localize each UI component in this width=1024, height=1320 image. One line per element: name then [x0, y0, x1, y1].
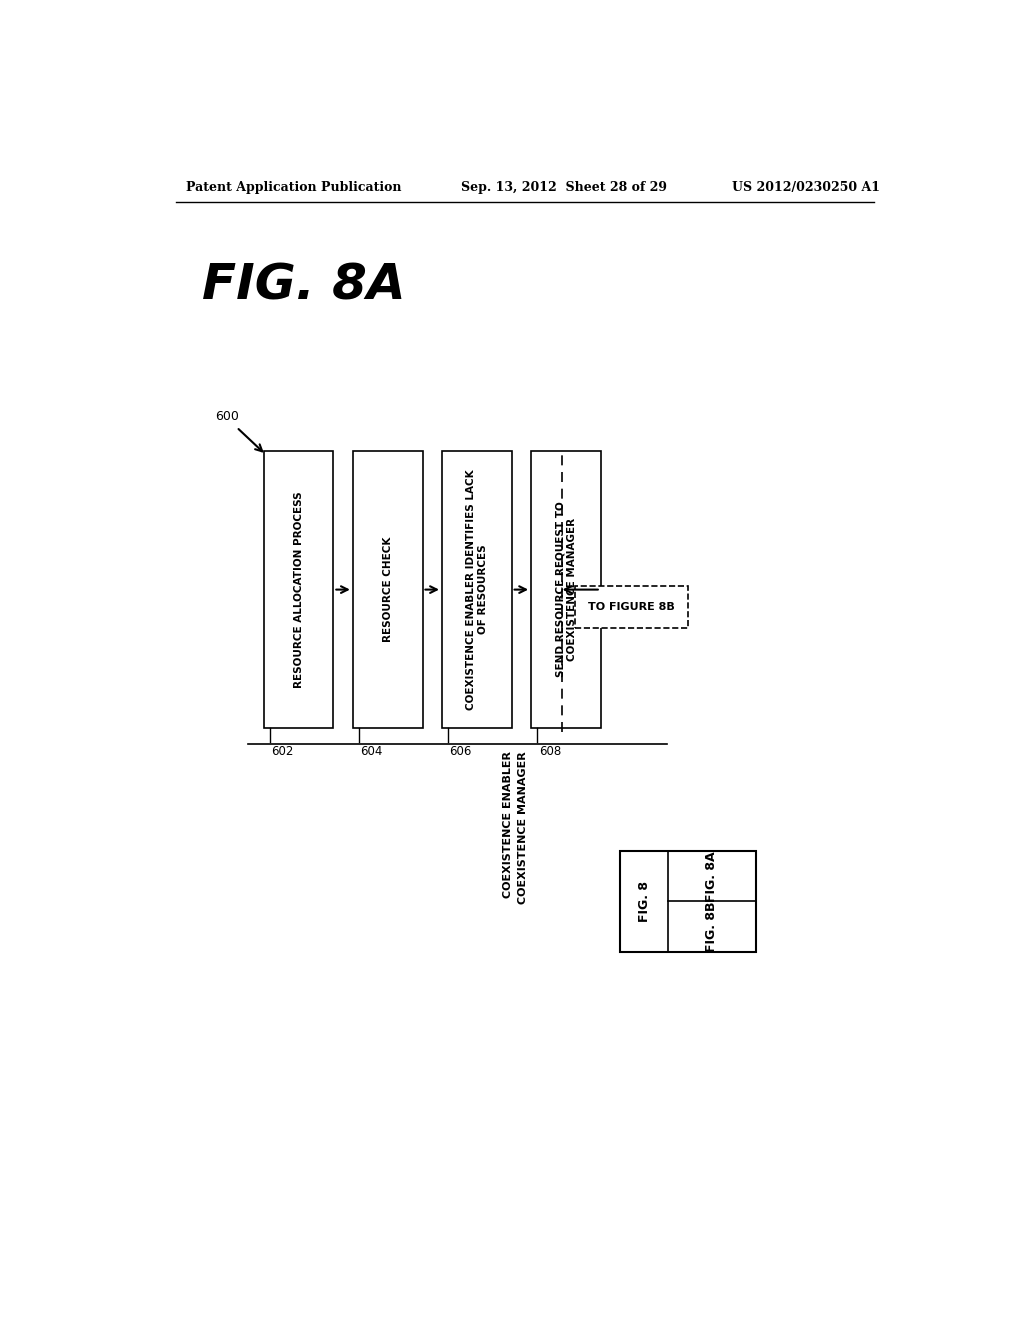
Text: FIG. 8A: FIG. 8A — [202, 261, 406, 309]
Text: RESOURCE CHECK: RESOURCE CHECK — [383, 537, 392, 643]
Text: RESOURCE ALLOCATION PROCESS: RESOURCE ALLOCATION PROCESS — [294, 491, 303, 688]
Bar — [531, 451, 601, 729]
Text: COEXISTENCE MANAGER: COEXISTENCE MANAGER — [518, 751, 528, 904]
Bar — [442, 451, 512, 729]
Bar — [263, 451, 334, 729]
Text: Patent Application Publication: Patent Application Publication — [186, 181, 401, 194]
Text: FIG. 8A: FIG. 8A — [706, 851, 719, 902]
Text: 606: 606 — [450, 744, 472, 758]
Text: US 2012/0230250 A1: US 2012/0230250 A1 — [732, 181, 880, 194]
Bar — [621, 851, 756, 952]
Text: Sep. 13, 2012  Sheet 28 of 29: Sep. 13, 2012 Sheet 28 of 29 — [461, 181, 668, 194]
Text: 604: 604 — [360, 744, 383, 758]
Bar — [575, 586, 687, 628]
Text: FIG. 8B: FIG. 8B — [706, 902, 719, 952]
Text: FIG. 8: FIG. 8 — [638, 880, 650, 921]
Text: 608: 608 — [539, 744, 561, 758]
Bar — [352, 451, 423, 729]
Text: 600: 600 — [215, 409, 240, 422]
Text: TO FIGURE 8B: TO FIGURE 8B — [588, 602, 675, 612]
Text: COEXISTENCE ENABLER: COEXISTENCE ENABLER — [503, 751, 513, 899]
Text: COEXISTENCE ENABLER IDENTIFIES LACK
OF RESOURCES: COEXISTENCE ENABLER IDENTIFIES LACK OF R… — [466, 470, 487, 710]
Text: 602: 602 — [271, 744, 294, 758]
Text: SEND RESOURCE REQUEST TO
COEXISTENCE MANAGER: SEND RESOURCE REQUEST TO COEXISTENCE MAN… — [555, 502, 577, 677]
